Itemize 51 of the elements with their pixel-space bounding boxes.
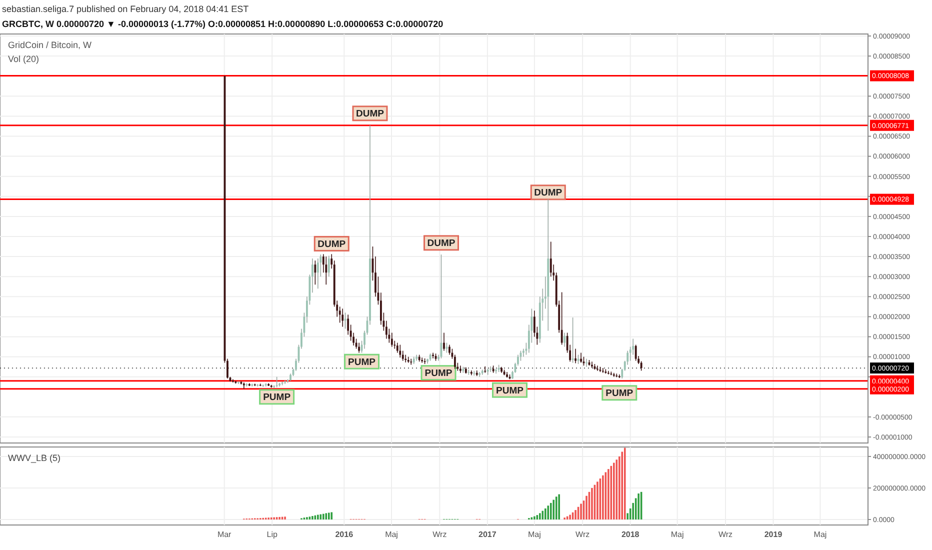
x-tick-label: Maj	[814, 530, 827, 539]
candlestick	[314, 260, 316, 286]
chart-subtitle: sebastian.seliga.7 published on February 04, 2018 04:41 EST	[2, 4, 250, 14]
annotation: PUMP	[263, 392, 292, 404]
candlestick	[580, 352, 582, 364]
x-tick-label: Wrz	[718, 530, 733, 539]
annotation: PUMP	[496, 385, 524, 396]
candlestick	[572, 317, 574, 364]
x-tick-label: Maj	[670, 530, 684, 539]
candlestick	[634, 344, 637, 362]
annotation: PUMP	[348, 356, 376, 368]
candlestick	[407, 356, 410, 364]
candlestick	[396, 342, 398, 354]
candlestick	[399, 344, 402, 358]
x-tick-label: Maj	[385, 530, 398, 539]
x-tick-label: 2016	[335, 530, 354, 539]
candlestick	[358, 342, 360, 354]
annotation: DUMP	[427, 238, 456, 250]
candlestick	[591, 361, 593, 368]
annotation: PUMP	[424, 368, 453, 380]
annotation: DUMP	[534, 188, 563, 199]
candlestick	[560, 292, 563, 346]
x-tick-label: 2019	[764, 530, 783, 539]
candlestick	[328, 255, 330, 277]
candlestick	[448, 344, 450, 356]
x-tick-label: Maj	[528, 530, 542, 539]
chart-title: GRCBTC, W 0.00000720 ▼ -0.00000013 (-1.77%) O:0.00000851 H:0.00000890 L:0.00000653 C:0.00000720	[2, 19, 444, 29]
candlestick	[550, 241, 552, 277]
x-tick-label: 2018	[621, 530, 640, 539]
annotation: DUMP	[318, 239, 346, 250]
candlestick	[344, 312, 346, 330]
x-tick-label: Mar	[217, 530, 232, 539]
candlestick	[390, 332, 393, 348]
candlestick	[410, 358, 412, 366]
candlestick	[459, 365, 462, 374]
candlestick	[468, 369, 470, 376]
text: WWV_LB (5)	[8, 453, 61, 463]
annotation: PUMP	[606, 388, 634, 400]
annotation: GridCoin / Bitcoin, W	[8, 40, 92, 50]
candlestick	[342, 308, 344, 328]
x-tick-label: Lip	[266, 530, 278, 539]
x-tick-label: Wrz	[432, 530, 447, 539]
x-tick-label: Wrz	[576, 530, 590, 539]
candlestick	[443, 332, 445, 352]
annotation: DUMP	[356, 108, 385, 120]
candlestick	[316, 258, 319, 290]
annotation: Vol (20)	[8, 54, 40, 64]
candlestick	[325, 256, 328, 286]
x-tick-label: 2017	[478, 530, 497, 539]
candlestick	[574, 348, 576, 364]
candlestick	[564, 332, 566, 348]
